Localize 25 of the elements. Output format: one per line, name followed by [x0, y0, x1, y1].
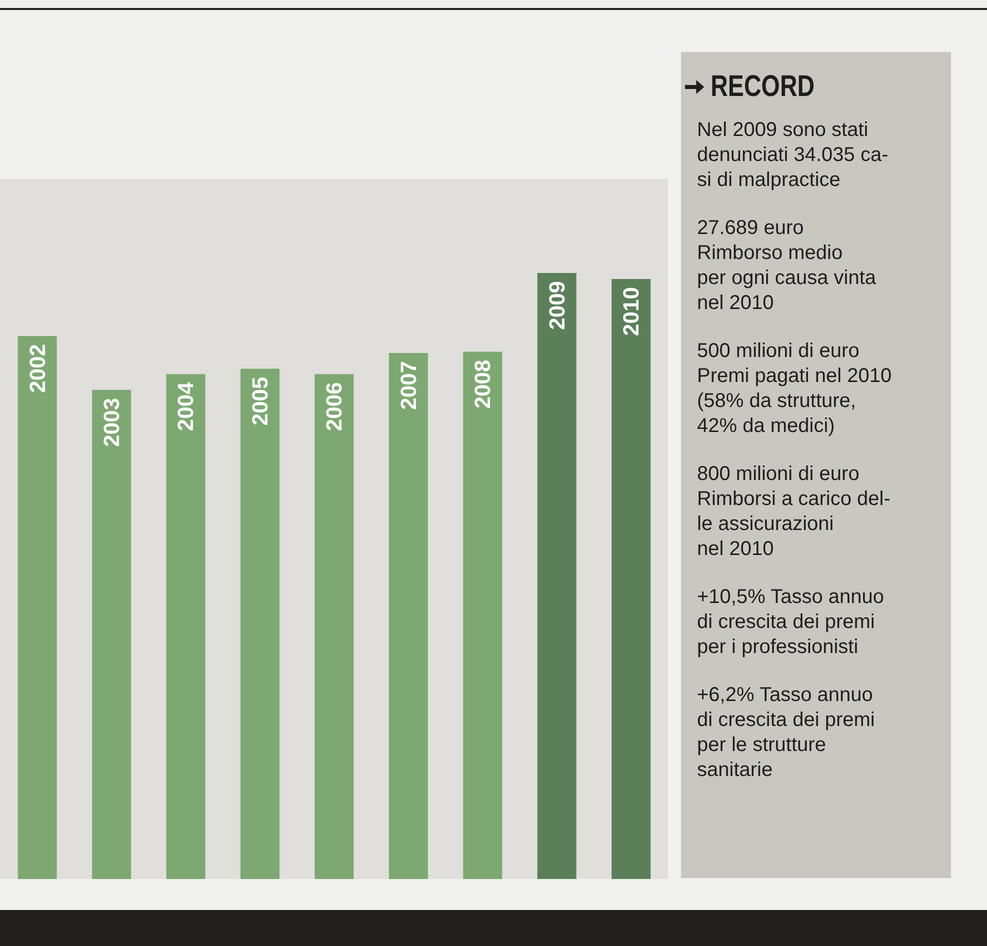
text: 500 milioni di euro Premi pagati nel 2010 (58% da strutture, 42% da medici) — [697, 339, 893, 439]
x-tick-label: 2005 — [247, 376, 272, 426]
x-tick-label: 2002 — [24, 344, 50, 393]
text: RECORD — [710, 70, 815, 104]
text: Nel 2009 sono stati denunciati 34.035 ca- si di malpractice — [697, 118, 890, 193]
text: +10,5% Tasso annuo di crescita dei premi per i professionisti — [697, 585, 886, 660]
bar — [314, 374, 354, 879]
bar — [92, 390, 132, 879]
bar — [240, 368, 280, 879]
text: +6,2% Tasso annuo di crescita dei premi per le strutture sanitarie — [697, 683, 876, 783]
bar — [537, 272, 576, 879]
text: 800 milioni di euro Rimborsi a carico del- le assicurazioni nel 2010 — [697, 462, 892, 562]
x-tick-label: 2007 — [396, 360, 421, 410]
x-tick-label: 2009 — [544, 280, 570, 330]
x-tick-label: 2010 — [618, 287, 644, 336]
x-tick-label: 2004 — [173, 381, 198, 432]
bar — [388, 352, 428, 879]
x-tick-label: 2003 — [99, 398, 124, 447]
bar — [463, 352, 502, 879]
x-tick-label: 2006 — [322, 382, 347, 432]
bar — [18, 336, 57, 879]
bar — [612, 279, 651, 879]
text: 27.689 euro Rimborso medio per ogni causa vinta nel 2010 — [697, 216, 878, 316]
x-tick-label: 2008 — [470, 360, 496, 409]
bar — [166, 374, 206, 879]
